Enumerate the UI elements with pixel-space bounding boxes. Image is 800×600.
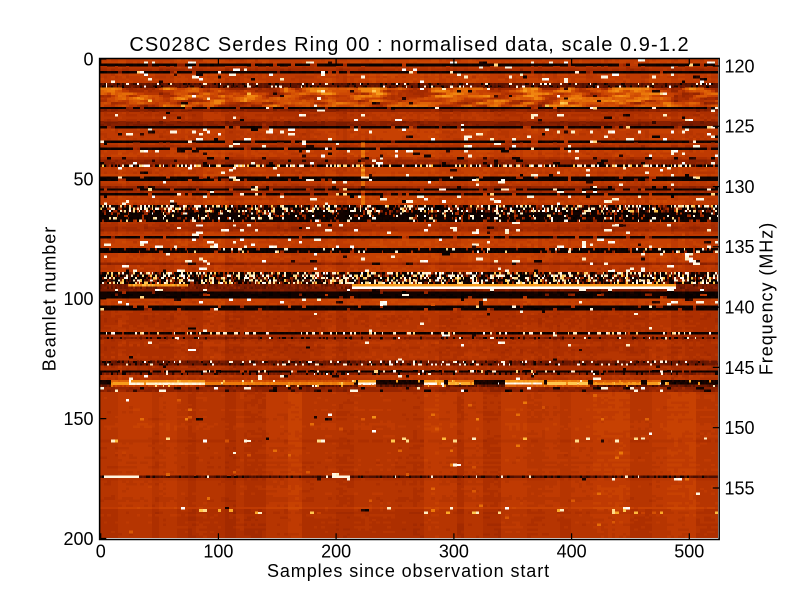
svg-text:50: 50	[73, 169, 93, 189]
svg-text:125: 125	[725, 117, 755, 137]
svg-text:135: 135	[725, 237, 755, 257]
svg-text:130: 130	[725, 177, 755, 197]
svg-text:500: 500	[674, 542, 704, 562]
svg-text:120: 120	[725, 56, 755, 76]
svg-text:140: 140	[725, 298, 755, 318]
svg-text:150: 150	[63, 409, 93, 429]
svg-text:200: 200	[321, 542, 351, 562]
svg-text:400: 400	[557, 542, 587, 562]
svg-text:100: 100	[203, 542, 233, 562]
svg-text:0: 0	[96, 542, 106, 562]
svg-text:200: 200	[63, 529, 93, 549]
svg-text:100: 100	[63, 289, 93, 309]
svg-text:0: 0	[83, 49, 93, 69]
svg-text:300: 300	[439, 542, 469, 562]
svg-text:CS028C Serdes Ring 00 : normal: CS028C Serdes Ring 00 : normalised data,…	[129, 34, 689, 56]
svg-text:Beamlet number: Beamlet number	[40, 226, 60, 371]
svg-text:145: 145	[725, 358, 755, 378]
svg-text:155: 155	[725, 478, 755, 498]
svg-text:Frequency (MHz): Frequency (MHz)	[757, 222, 777, 375]
svg-text:Samples since observation star: Samples since observation start	[267, 561, 550, 581]
svg-text:150: 150	[725, 418, 755, 438]
